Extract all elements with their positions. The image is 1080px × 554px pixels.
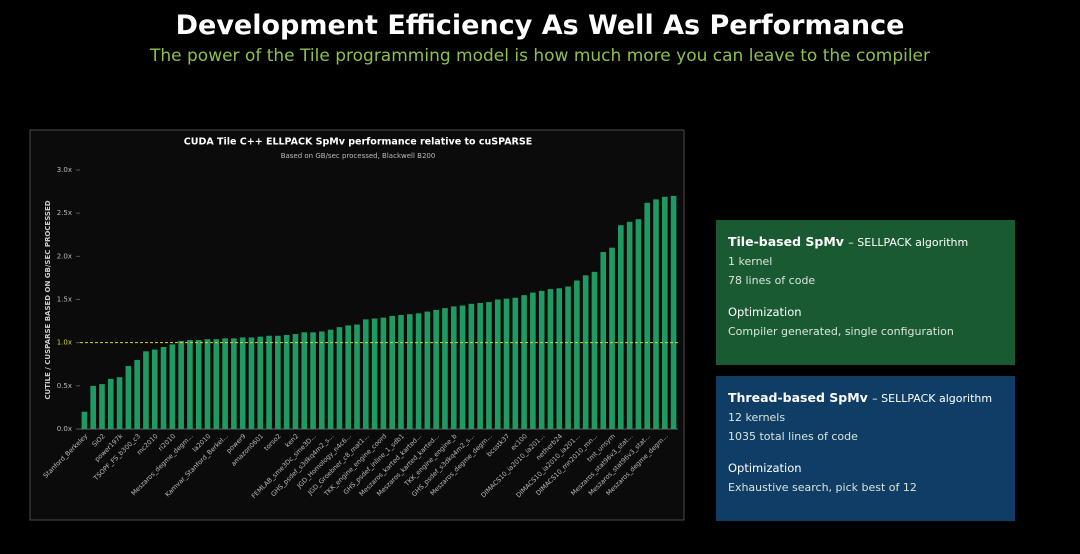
bar [653, 199, 659, 429]
bar [556, 288, 563, 429]
bar [398, 315, 404, 429]
bar [371, 318, 378, 429]
bar [275, 335, 281, 429]
bar [239, 337, 246, 429]
bar [266, 335, 272, 429]
panel-section-text: Exhaustive search, pick best of 12 [728, 481, 917, 494]
bar [494, 299, 501, 429]
slide-title: Development Efficiency As Well As Perfor… [175, 10, 905, 41]
bar [459, 305, 466, 429]
bar [231, 338, 237, 429]
panel-title-main: Thread-based SpMv [728, 390, 868, 405]
chart-title: CUDA Tile C++ ELLPACK SpMv performance r… [184, 137, 532, 148]
panel-title-suffix: – SELLPACK algorithm [872, 392, 993, 405]
y-tick-label: 3.0x [57, 166, 72, 174]
bar [486, 302, 492, 429]
bar [187, 340, 193, 429]
bar [134, 359, 140, 429]
bar [565, 286, 571, 429]
bar [99, 384, 105, 429]
y-tick-label: 2.5x [57, 209, 72, 217]
bar [345, 325, 352, 429]
bar [661, 196, 668, 429]
bar [450, 306, 457, 429]
bar [169, 344, 176, 429]
panel: Tile-based SpMv – SELLPACK algorithm 1 ke… [716, 220, 1015, 365]
y-tick-label: 0.5x [57, 382, 72, 390]
bar [143, 351, 149, 429]
bar [319, 331, 325, 429]
bar [477, 302, 483, 429]
bar [547, 289, 554, 429]
bar [292, 334, 299, 429]
y-tick-label: 2.0x [57, 252, 72, 260]
bar [442, 308, 448, 429]
panel-section-title: Optimization [728, 461, 802, 475]
bar [626, 221, 633, 429]
bar [354, 324, 360, 429]
bar [433, 309, 439, 429]
panel-section-text: Compiler generated, single configuration [728, 325, 954, 338]
panel-line: 12 kernels [728, 411, 786, 424]
panel-section-title: Optimization [728, 305, 802, 319]
bar [503, 298, 510, 429]
bar [538, 290, 545, 429]
bar [160, 346, 167, 429]
bar [178, 340, 184, 429]
bar [644, 202, 651, 429]
bar [336, 327, 343, 429]
bar [512, 297, 519, 429]
chart-subtitle: Based on GB/sec processed, Blackwell B20… [281, 152, 436, 160]
bar [81, 411, 88, 429]
bar [362, 319, 369, 429]
bar [125, 365, 132, 429]
panel-title: Thread-based SpMv – SELLPACK algorithm [728, 390, 1003, 405]
bar [424, 311, 431, 429]
y-tick-label: 1.5x [57, 296, 72, 304]
bar [521, 295, 527, 429]
slide-subtitle: The power of the Tile programming model … [149, 46, 931, 66]
bar [389, 315, 396, 429]
bar [116, 377, 123, 429]
bar [327, 329, 334, 429]
bar [600, 252, 607, 429]
bar [415, 313, 422, 429]
bar [310, 332, 316, 429]
y-tick-label: 1.0x [57, 339, 72, 347]
y-axis-label: CUTILE / CUSPARSE BASED ON GB/SEC PROCES… [44, 200, 52, 399]
bar [618, 225, 624, 429]
bar [283, 334, 290, 429]
panel-title: Tile-based SpMv – SELLPACK algorithm [728, 234, 1003, 249]
panel-title-suffix: – SELLPACK algorithm [848, 236, 969, 249]
bar [107, 378, 114, 429]
panel-line: 1035 total lines of code [728, 430, 858, 443]
chart: CUDA Tile C++ ELLPACK SpMv performance r… [29, 129, 685, 521]
bar [530, 292, 536, 429]
bar [406, 314, 413, 429]
bar [380, 317, 387, 429]
bar [195, 340, 202, 429]
bar [151, 349, 158, 429]
panel-line: 1 kernel [728, 255, 773, 268]
y-tick-label: 0.0x [57, 425, 72, 433]
bar [90, 385, 97, 429]
bar [222, 338, 228, 429]
bar [635, 219, 642, 429]
bar [248, 337, 255, 429]
panel-line: 78 lines of code [728, 274, 816, 287]
bar [670, 195, 677, 429]
panel-title-main: Tile-based SpMv [728, 234, 844, 249]
bar [582, 275, 589, 429]
bar [609, 247, 615, 429]
bar [574, 280, 580, 429]
bar [213, 339, 220, 429]
panel: Thread-based SpMv – SELLPACK algorithm 12… [716, 376, 1015, 521]
bar [204, 339, 211, 429]
bar [591, 271, 598, 429]
bar [257, 336, 264, 429]
bar [468, 303, 475, 429]
bar [301, 332, 308, 429]
